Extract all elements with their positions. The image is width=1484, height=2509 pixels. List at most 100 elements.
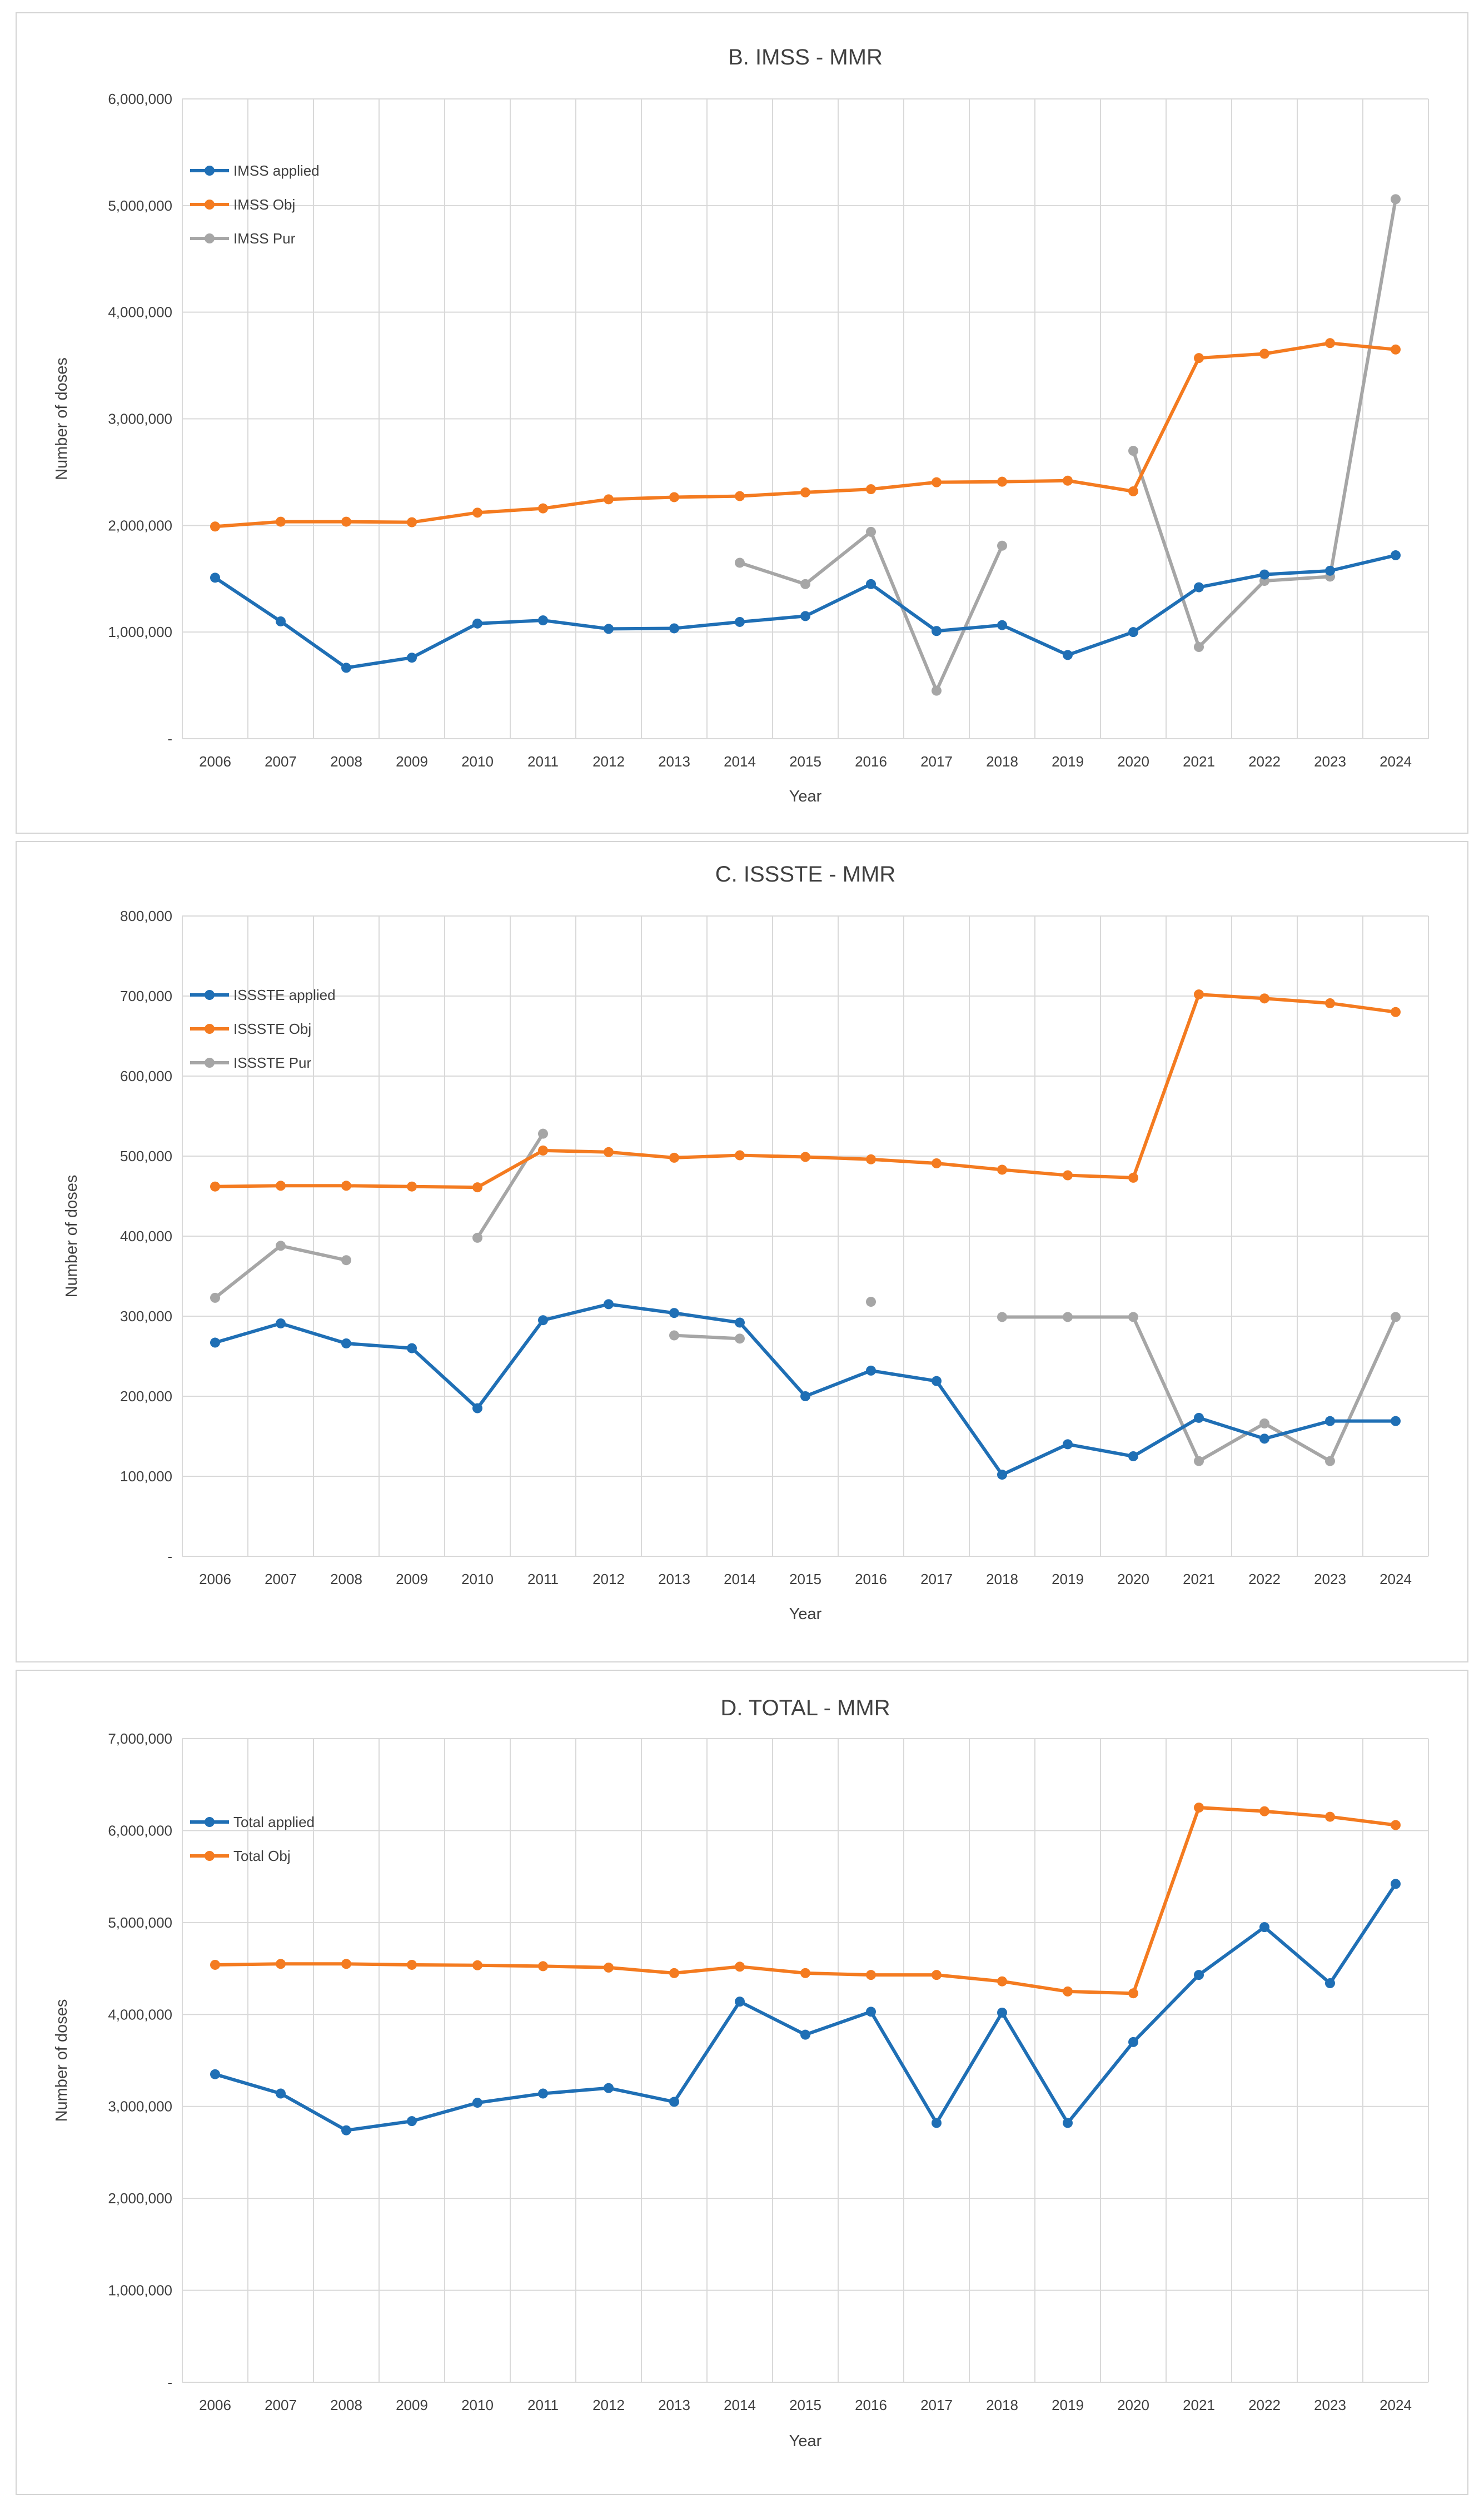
point-imss-pur-2020 [1128, 446, 1138, 456]
x-tick-label: 2018 [986, 2397, 1018, 2413]
y-tick-label: 2,000,000 [108, 2190, 172, 2207]
x-tick-label: 2010 [461, 2397, 494, 2413]
y-tick-label: 3,000,000 [108, 411, 172, 427]
point-issste-obj-2020 [1128, 1172, 1138, 1183]
y-axis-title: Number of doses [63, 1175, 81, 1298]
point-total-obj-2014 [735, 1962, 745, 1972]
point-total-applied-2023 [1325, 1978, 1335, 1989]
point-imss-applied-2008 [341, 663, 351, 673]
point-imss-applied-2007 [276, 616, 286, 626]
series-line-imss-pur [804, 530, 873, 586]
series-line-imss-pur [1197, 579, 1266, 649]
point-issste-applied-2009 [407, 1343, 417, 1353]
series-line-total-applied [1328, 1882, 1397, 1985]
point-issste-applied-2019 [1063, 1439, 1073, 1450]
point-imss-applied-2023 [1325, 565, 1335, 576]
point-imss-obj-2024 [1391, 344, 1401, 355]
point-issste-obj-2006 [210, 1181, 220, 1192]
x-tick-label: 2015 [789, 753, 821, 770]
x-tick-label: 2022 [1248, 753, 1281, 770]
x-tick-label: 2009 [396, 1571, 428, 1587]
point-issste-applied-2010 [472, 1403, 482, 1413]
series-line-total-applied [1066, 2040, 1135, 2125]
x-axis-title: Year [789, 2432, 822, 2450]
series-line-issste-obj [738, 1153, 807, 1159]
series-line-total-obj [673, 1965, 741, 1975]
point-issste-obj-2018 [997, 1164, 1007, 1175]
series-line-issste-pur [1132, 1315, 1201, 1463]
legend-item-issste-applied: ISSSTE applied [190, 987, 336, 1003]
legend-item-total-obj: Total Obj [190, 1848, 291, 1864]
x-tick-label: 2015 [789, 1571, 821, 1587]
series-line-total-applied [410, 2101, 479, 2123]
x-tick-label: 2017 [920, 1571, 953, 1587]
series-line-issste-applied [1000, 1442, 1069, 1477]
series-line-total-obj [213, 1962, 282, 1967]
series-line-issste-obj [476, 1148, 545, 1189]
series-line-total-applied [1000, 2010, 1069, 2125]
point-imss-applied-2014 [735, 616, 745, 627]
x-tick-label: 2019 [1052, 1571, 1084, 1587]
point-issste-obj-2016 [866, 1154, 876, 1164]
point-issste-pur-2023 [1325, 1456, 1335, 1466]
point-imss-obj-2018 [997, 476, 1007, 487]
series-line-issste-obj [1132, 993, 1201, 1179]
point-imss-applied-2010 [472, 618, 482, 629]
series-line-issste-pur [1263, 1421, 1332, 1463]
point-issste-applied-2007 [276, 1318, 286, 1328]
series-line-imss-applied [804, 582, 873, 618]
x-tick-label: 2012 [592, 753, 625, 770]
x-axis-title: Year [789, 788, 822, 805]
series-line-imss-obj [804, 487, 873, 494]
series-line-issste-pur [1328, 1315, 1397, 1463]
point-total-obj-2018 [997, 1976, 1007, 1987]
series-line-issste-applied [541, 1302, 610, 1322]
series-line-issste-applied [804, 1368, 873, 1398]
point-imss-pur-2024 [1391, 194, 1401, 205]
series-line-imss-applied [213, 576, 282, 623]
legend-swatch-marker [205, 166, 215, 176]
point-imss-obj-2011 [538, 503, 548, 514]
y-tick-label: 600,000 [120, 1068, 172, 1084]
series-line-total-obj [1263, 1809, 1332, 1819]
x-tick-label: 2011 [527, 753, 559, 770]
y-tick-label: 2,000,000 [108, 517, 172, 534]
point-total-obj-2010 [472, 1960, 482, 1970]
series-line-total-obj [738, 1965, 807, 1975]
point-issste-obj-2021 [1194, 989, 1204, 1000]
x-tick-label: 2016 [855, 1571, 887, 1587]
legend-label: IMSS Pur [233, 230, 296, 247]
x-tick-label: 2018 [986, 753, 1018, 770]
series-line-total-applied [869, 2010, 938, 2125]
point-imss-applied-2020 [1128, 627, 1138, 638]
series-line-issste-obj [1263, 997, 1332, 1005]
series-line-total-obj [935, 1973, 1004, 1983]
series-line-issste-obj [935, 1161, 1004, 1172]
series-line-total-applied [1132, 1973, 1201, 2044]
y-tick-label: - [167, 1548, 172, 1565]
series-line-imss-obj [1263, 341, 1332, 356]
point-issste-obj-2010 [472, 1182, 482, 1193]
point-issste-applied-2012 [604, 1299, 614, 1310]
point-total-obj-2023 [1325, 1811, 1335, 1822]
point-total-obj-2016 [866, 1970, 876, 1980]
point-issste-obj-2008 [341, 1181, 351, 1191]
chart-title: C. ISSSTE - MMR [715, 862, 895, 887]
x-tick-label: 2010 [461, 1571, 494, 1587]
series-line-issste-applied [738, 1321, 807, 1398]
series-line-total-obj [345, 1962, 414, 1967]
point-imss-pur-2016 [866, 526, 876, 537]
series-line-total-applied [279, 2092, 348, 2132]
series-line-issste-applied [1066, 1442, 1135, 1458]
total-chart: D. TOTAL - MMR - 1,000,000 2,000,000 3,000,0… [53, 1696, 1429, 2450]
series-line-imss-obj [1132, 356, 1201, 493]
point-issste-obj-2013 [669, 1152, 679, 1163]
series-line-total-applied [804, 2010, 873, 2037]
point-total-applied-2021 [1194, 1970, 1204, 1980]
point-imss-pur-2018 [997, 540, 1007, 551]
series-line-issste-obj [1066, 1173, 1135, 1179]
point-total-applied-2024 [1391, 1879, 1401, 1889]
point-issste-pur-2024 [1391, 1312, 1401, 1322]
imss-chart-panel: B. IMSS - MMR - 1,000,000 2,000,000 3,000,00… [16, 12, 1468, 834]
x-tick-label: 2013 [658, 753, 690, 770]
